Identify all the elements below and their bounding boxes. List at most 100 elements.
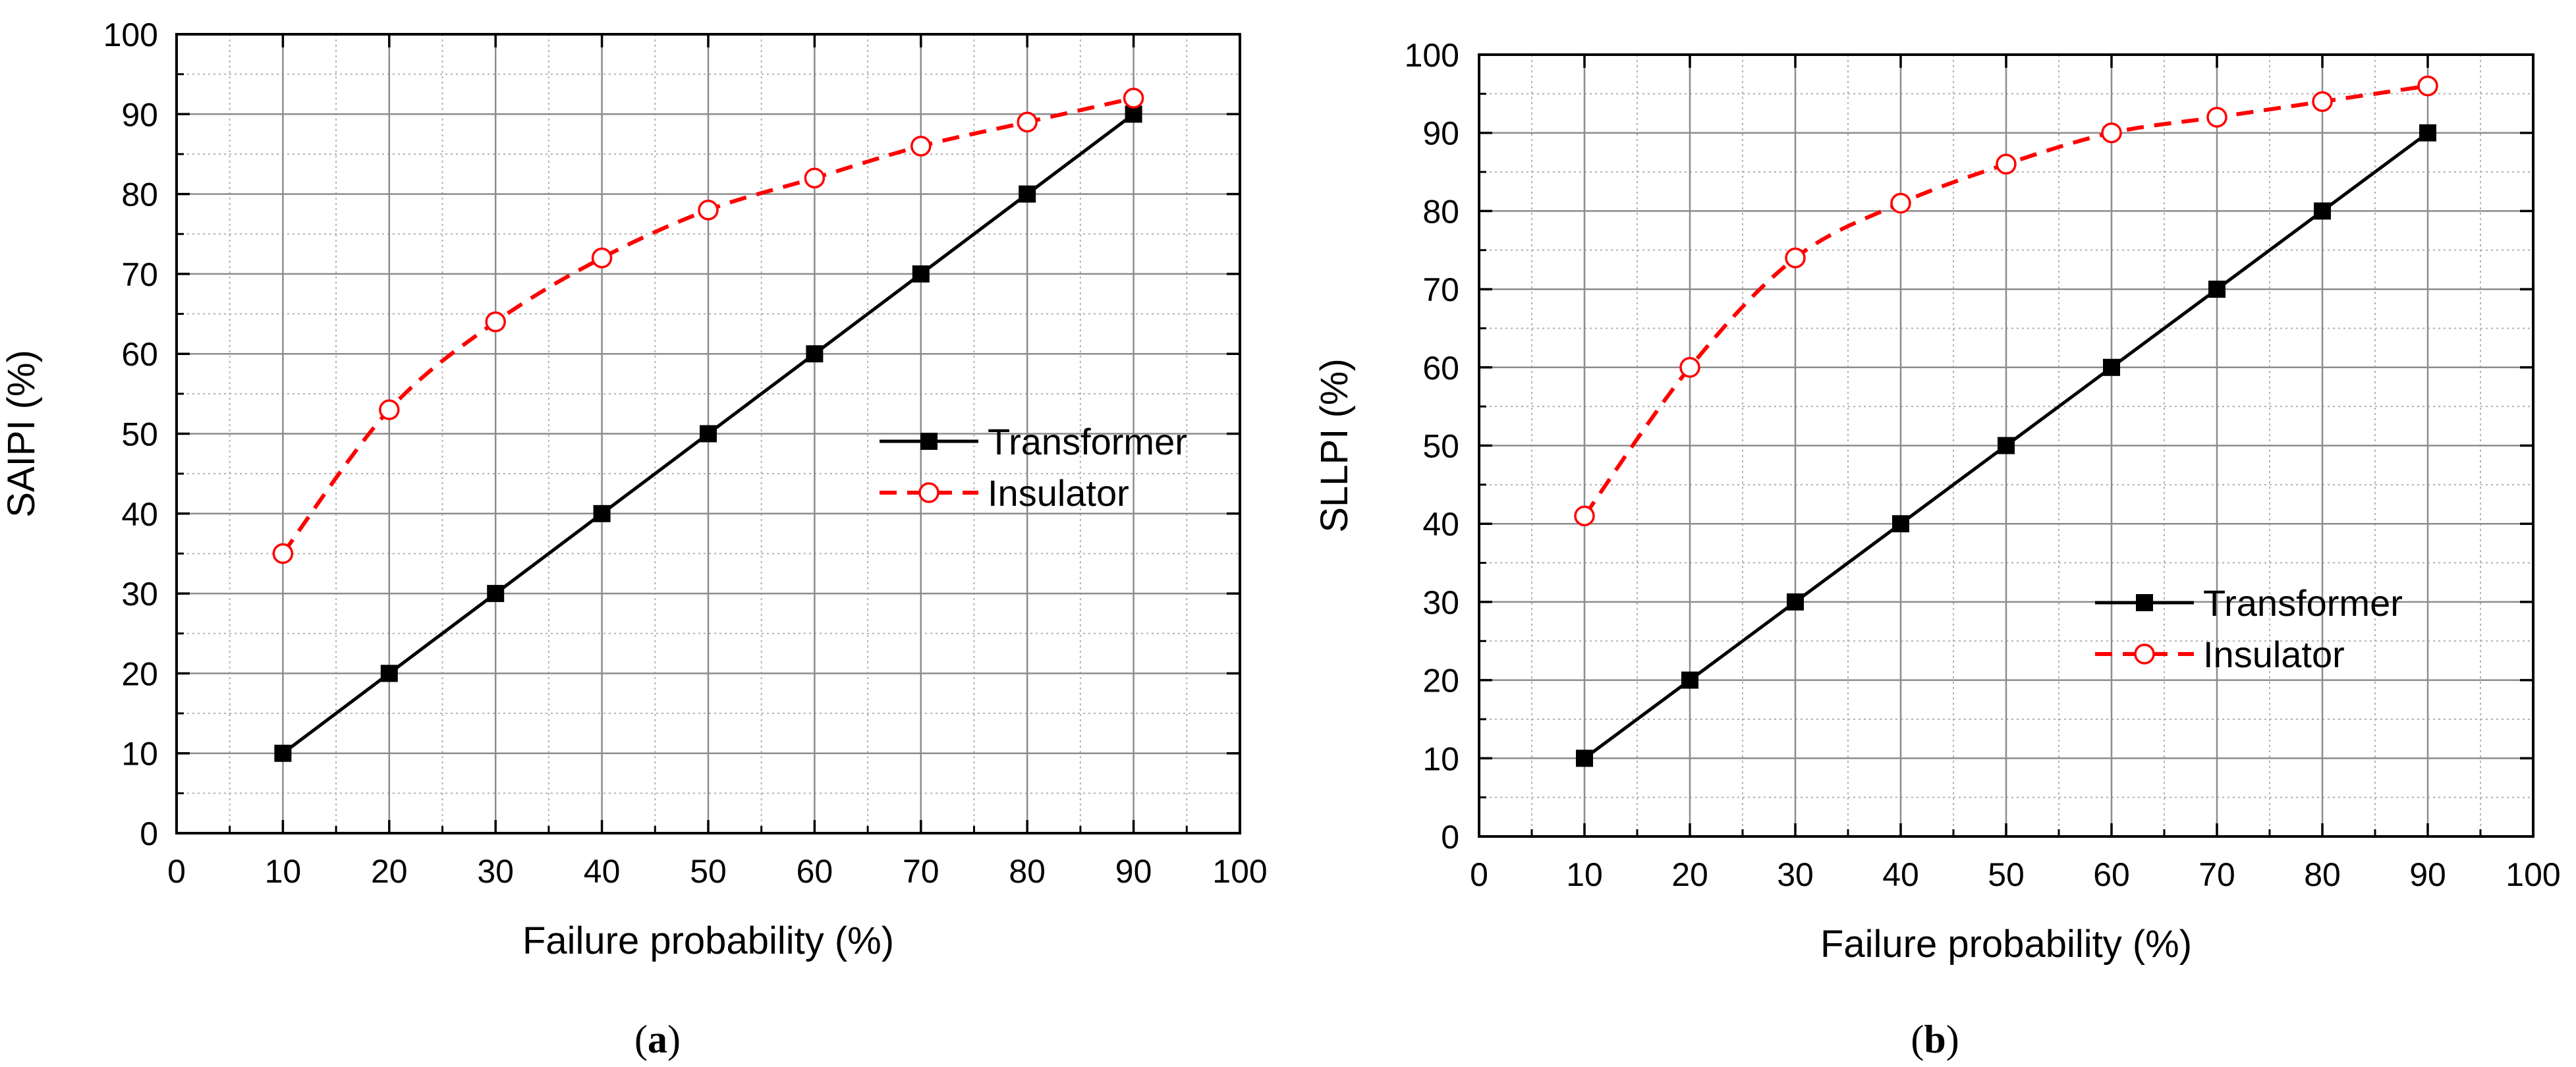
y-tick-label: 20	[1422, 663, 1459, 699]
data-point	[487, 585, 505, 603]
caption-close: )	[667, 1018, 681, 1061]
data-point	[1996, 153, 2017, 175]
data-point	[1998, 437, 2015, 454]
legend-label: Insulator	[988, 472, 1129, 514]
x-tick-label: 70	[2198, 856, 2235, 893]
panel-caption: (a)	[634, 1018, 681, 1061]
x-tick-label: 90	[1115, 853, 1152, 890]
data-point	[698, 200, 719, 221]
data-point	[2103, 358, 2120, 376]
series-line	[1582, 84, 2428, 518]
x-tick-label: 100	[1212, 853, 1267, 890]
x-tick-label: 100	[2506, 856, 2560, 893]
data-point	[485, 311, 506, 333]
data-point	[1576, 750, 1593, 767]
x-tick-label: 20	[371, 853, 408, 890]
data-point	[2314, 202, 2331, 220]
caption-letter: a	[648, 1018, 667, 1061]
y-axis-title: SAIPI (%)	[0, 350, 43, 518]
caption-close: )	[1946, 1018, 1959, 1061]
x-axis-title: Failure probability (%)	[1820, 923, 2192, 966]
data-point	[1681, 671, 1698, 689]
y-tick-label: 50	[1422, 428, 1459, 465]
legend-marker	[2136, 594, 2153, 611]
x-tick-label: 30	[477, 853, 514, 890]
y-tick-label: 10	[121, 736, 158, 773]
series-line	[281, 96, 1134, 555]
data-point	[912, 265, 930, 283]
data-point	[2419, 124, 2436, 142]
x-tick-label: 0	[167, 853, 186, 890]
data-point	[1017, 111, 1038, 133]
major-grid	[1479, 55, 2533, 836]
legend-marker	[2134, 643, 2155, 665]
tick-labels: 0 10 20 30 40 50 60 70 80 90 100 0 10 20 30 40 50 60 70 80 9…	[1405, 37, 2561, 893]
chart-panel-b: 0 10 20 30 40 50 60 70 80 90 100 0 10 20 30 40 50 60 70 80 9…	[1313, 37, 2561, 1061]
data-point	[1019, 185, 1036, 203]
series-insulator	[272, 88, 1144, 564]
x-tick-label: 20	[1671, 856, 1708, 893]
y-tick-label: 10	[1422, 740, 1459, 777]
data-point	[272, 543, 294, 564]
data-point	[1123, 88, 1144, 109]
legend: Transformer Insulator	[2095, 582, 2403, 675]
y-axis-title: SLLPI (%)	[1313, 358, 1356, 532]
legend: Transformer Insulator	[880, 421, 1187, 514]
data-point	[910, 136, 932, 157]
y-tick-label: 50	[121, 416, 158, 453]
data-point	[274, 744, 292, 762]
caption-open: (	[1911, 1018, 1924, 1061]
series-transformer	[274, 105, 1142, 762]
legend-item-insulator: Insulator	[2095, 634, 2345, 675]
y-tick-label: 60	[121, 336, 158, 373]
data-point	[2101, 122, 2122, 144]
x-tick-label: 10	[1566, 856, 1603, 893]
data-point	[2417, 75, 2438, 97]
data-point	[2206, 107, 2227, 128]
panel-caption: (b)	[1911, 1018, 1959, 1061]
data-point	[1785, 247, 1806, 269]
data-point	[380, 665, 398, 682]
tick-labels: 0 10 20 30 40 50 60 70 80 90 100 0 10 20 30 40 50 60 70 80 9…	[103, 16, 1268, 890]
y-tick-label: 0	[140, 815, 158, 852]
y-tick-label: 80	[121, 177, 158, 213]
x-tick-label: 40	[1882, 856, 1919, 893]
y-tick-label: 60	[1422, 350, 1459, 387]
data-point	[2208, 281, 2226, 298]
x-tick-label: 10	[265, 853, 302, 890]
x-tick-label: 70	[903, 853, 939, 890]
x-tick-label: 60	[797, 853, 833, 890]
x-axis-title: Failure probability (%)	[522, 919, 894, 962]
x-tick-label: 50	[1988, 856, 2025, 893]
legend-item-transformer: Transformer	[880, 421, 1187, 462]
x-tick-label: 30	[1777, 856, 1814, 893]
y-tick-label: 100	[1405, 37, 1459, 74]
data-point	[804, 167, 826, 189]
series-insulator	[1574, 75, 2438, 527]
data-point	[1574, 505, 1595, 527]
legend-item-insulator: Insulator	[880, 472, 1129, 514]
legend-item-transformer: Transformer	[2095, 582, 2403, 624]
y-tick-label: 20	[121, 655, 158, 692]
series-transformer	[1576, 124, 2436, 767]
y-tick-label: 90	[1422, 115, 1459, 152]
x-tick-label: 40	[584, 853, 621, 890]
y-tick-label: 80	[1422, 193, 1459, 230]
y-tick-label: 70	[1422, 271, 1459, 308]
y-tick-label: 30	[1422, 584, 1459, 621]
legend-label: Transformer	[988, 421, 1187, 462]
legend-label: Transformer	[2203, 582, 2403, 624]
x-tick-label: 90	[2409, 856, 2446, 893]
chart-panel-a: 0 10 20 30 40 50 60 70 80 90 100 0 10 20 30 40 50 60 70 80 9…	[0, 16, 1268, 1061]
plot-frame	[175, 33, 1241, 834]
y-tick-label: 90	[121, 96, 158, 133]
data-point	[591, 247, 613, 269]
data-point	[2312, 91, 2333, 112]
data-point	[700, 425, 717, 443]
x-tick-label: 50	[690, 853, 727, 890]
legend-marker	[920, 433, 938, 450]
data-point	[806, 345, 824, 363]
plot-frame	[1478, 53, 2534, 838]
